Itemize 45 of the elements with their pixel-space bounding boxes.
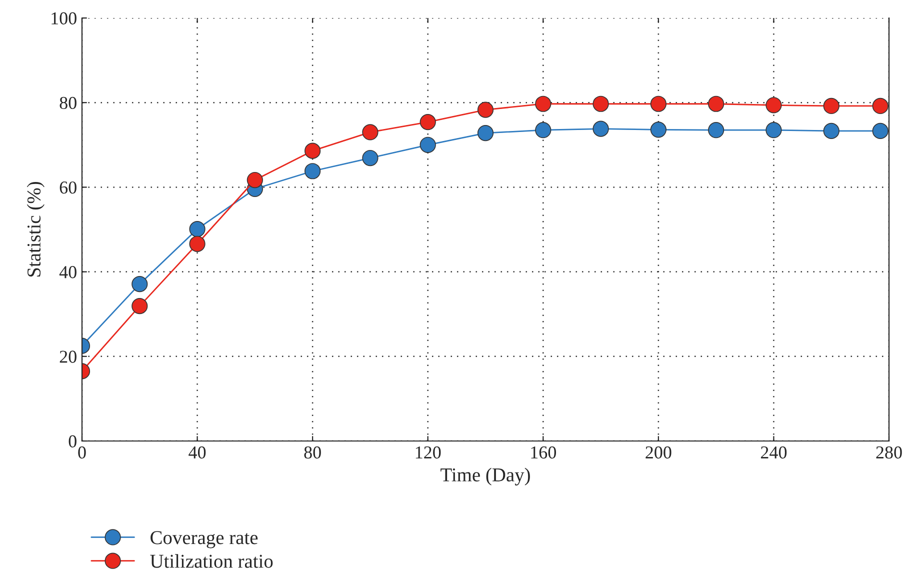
x-tick-label: 240 <box>760 446 787 459</box>
point <box>650 122 666 138</box>
y-tick-label: 100 <box>52 12 76 24</box>
point <box>535 122 552 138</box>
y-tick-label: 0 <box>68 435 76 448</box>
y-tick-label: 80 <box>60 96 76 110</box>
point <box>823 122 840 139</box>
x-tick-label: 120 <box>416 446 441 459</box>
point <box>477 124 494 142</box>
point <box>246 172 263 188</box>
point <box>535 96 552 112</box>
point <box>420 114 436 130</box>
point <box>823 98 840 114</box>
x-tick-label: 160 <box>531 446 556 459</box>
y-tick-label: 20 <box>60 350 76 363</box>
point <box>304 163 321 180</box>
point <box>132 276 148 292</box>
point <box>592 96 609 112</box>
x-tick-label: 40 <box>188 446 206 459</box>
x-tick-label: 280 <box>876 446 902 459</box>
point <box>477 102 494 118</box>
point <box>189 221 206 238</box>
point <box>132 298 148 314</box>
y-axis-title: Statistic (%) <box>26 182 44 277</box>
point <box>304 142 321 159</box>
point <box>766 122 782 138</box>
point <box>708 122 724 138</box>
y-tick-label: 60 <box>60 181 76 194</box>
point <box>872 122 888 139</box>
point <box>766 97 782 114</box>
point <box>362 150 378 166</box>
y-tick-label: 40 <box>59 266 76 278</box>
point <box>650 96 666 112</box>
point <box>420 136 436 153</box>
x-tick-label: 0 <box>78 446 86 459</box>
point <box>362 124 378 140</box>
point <box>189 236 206 252</box>
point <box>592 120 609 137</box>
x-tick-label: 200 <box>646 446 672 459</box>
legend-label: Coverage rate <box>150 531 258 548</box>
point <box>872 98 888 114</box>
x-axis-title: Time (Day) <box>440 468 530 486</box>
legend-label: Utilization ratio <box>150 554 273 568</box>
x-tick-label: 80 <box>304 446 321 459</box>
point <box>708 96 724 112</box>
